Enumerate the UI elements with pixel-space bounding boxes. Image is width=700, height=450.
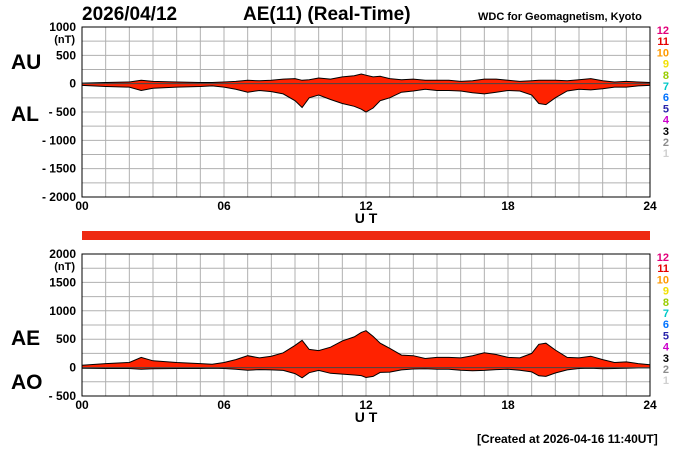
au-label: AU: [11, 51, 42, 74]
series-line-al: [81, 84, 651, 113]
y-tick-label: 0: [69, 77, 76, 91]
station-label-5: 5: [663, 330, 669, 342]
y-tick-label: - 1000: [42, 133, 76, 147]
station-label-8: 8: [663, 70, 669, 82]
series-line-au: [81, 73, 651, 84]
x-tick-label: 06: [217, 398, 231, 412]
x-axis-label: U T: [355, 210, 378, 226]
station-label-2: 2: [663, 137, 669, 149]
date-label: 2026/04/12: [82, 4, 178, 25]
station-label-12: 12: [657, 252, 669, 264]
plot-frame: [81, 253, 651, 397]
y-tick-label: - 500: [49, 389, 77, 403]
x-tick-label: 18: [501, 398, 515, 412]
series-line-ae: [81, 330, 651, 366]
x-tick-label: 18: [501, 199, 515, 213]
x-tick-label: 00: [75, 199, 89, 213]
station-label-10: 10: [657, 47, 669, 59]
y-unit-label: (nT): [54, 34, 75, 46]
station-label-1: 1: [663, 148, 669, 160]
station-label-8: 8: [663, 297, 669, 309]
y-unit-label: (nT): [54, 261, 75, 273]
station-label-11: 11: [657, 263, 669, 275]
station-label-7: 7: [663, 308, 669, 320]
source-label: WDC for Geomagnetism, Kyoto: [478, 11, 642, 23]
x-tick-label: 24: [643, 398, 657, 412]
ao-label: AO: [11, 371, 43, 394]
station-label-4: 4: [663, 115, 670, 127]
y-tick-label: 1000: [49, 20, 76, 34]
x-tick-label: 24: [643, 199, 657, 213]
au-al-panel: 1000 500 0 - 500 - 1000 - 1500 - 2000 (nT) 00 06 1…: [42, 20, 670, 226]
x-axis-label: U T: [355, 409, 378, 425]
station-label-2: 2: [663, 364, 669, 376]
station-label-3: 3: [663, 126, 669, 138]
station-label-3: 3: [663, 353, 669, 365]
y-tick-label: 1000: [49, 304, 76, 318]
series-fill-band: [82, 74, 650, 112]
y-tick-label: 500: [56, 48, 76, 62]
station-label-6: 6: [663, 319, 669, 331]
station-coverage-bar: [82, 231, 650, 240]
station-label-9: 9: [663, 286, 669, 298]
y-tick-label: - 1500: [42, 162, 76, 176]
y-tick-label: - 500: [49, 105, 77, 119]
x-tick-label: 00: [75, 398, 89, 412]
station-label-4: 4: [663, 342, 670, 354]
al-label: AL: [11, 103, 39, 126]
station-label-10: 10: [657, 274, 669, 286]
x-tick-label: 12: [359, 199, 373, 213]
ae-label: AE: [11, 327, 41, 350]
station-label-12: 12: [657, 25, 669, 37]
station-label-9: 9: [663, 59, 669, 71]
plot-frame: [81, 26, 651, 198]
station-label-5: 5: [663, 103, 669, 115]
series-line-ao: [81, 367, 650, 379]
station-label-11: 11: [657, 36, 669, 48]
station-label-6: 6: [663, 92, 669, 104]
series-fill-band: [82, 330, 650, 378]
station-label-1: 1: [663, 375, 669, 387]
x-tick-label: 06: [217, 199, 231, 213]
y-tick-label: - 2000: [42, 190, 76, 204]
y-tick-label: 0: [69, 361, 76, 375]
y-tick-label: 500: [56, 332, 76, 346]
y-tick-label: 2000: [49, 247, 76, 261]
station-label-7: 7: [663, 81, 669, 93]
chart-title: AE(11) (Real-Time): [243, 4, 411, 25]
created-timestamp: [Created at 2026-04-16 11:40UT]: [477, 432, 658, 446]
x-tick-label: 12: [359, 398, 373, 412]
y-tick-label: 1500: [49, 275, 76, 289]
